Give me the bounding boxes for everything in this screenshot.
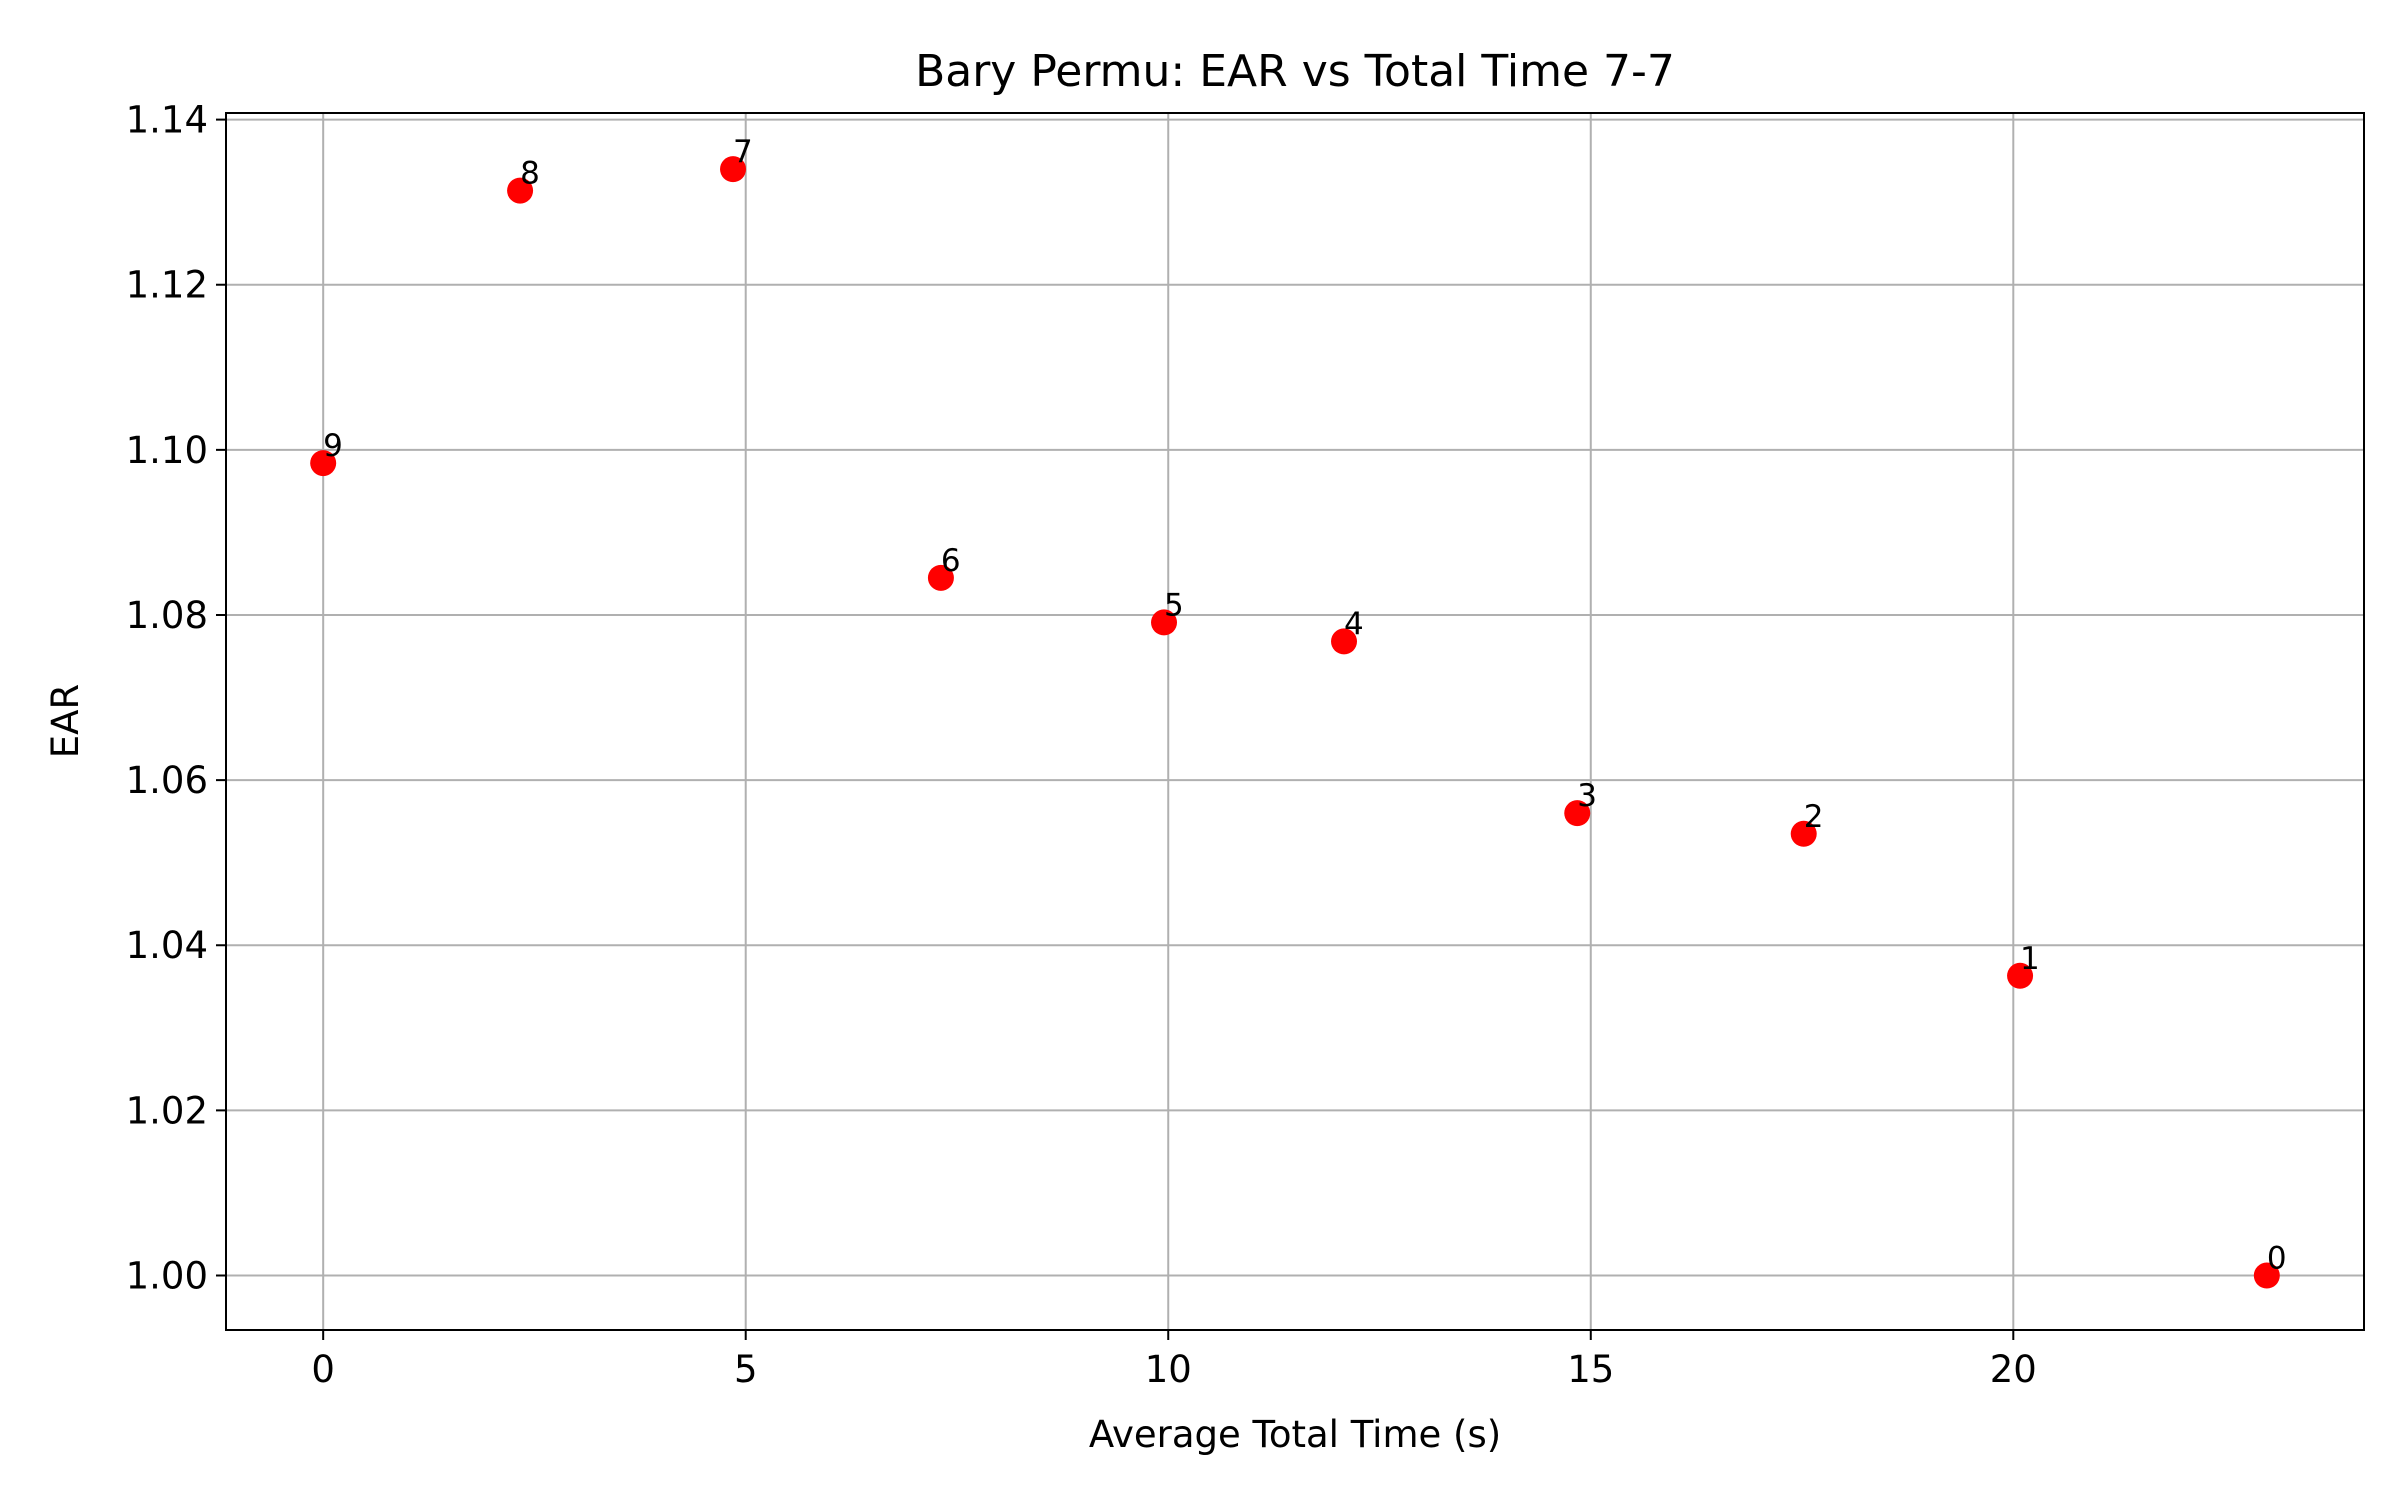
data-point-label: 2 xyxy=(1804,799,1824,835)
x-tick-label: 0 xyxy=(311,1348,335,1391)
grid xyxy=(226,113,2364,1330)
chart-title: Bary Permu: EAR vs Total Time 7-7 xyxy=(915,46,1675,97)
data-point xyxy=(1790,820,1817,847)
y-axis-label: EAR xyxy=(44,684,87,758)
data-point xyxy=(1151,609,1178,636)
y-tick-label: 1.12 xyxy=(126,264,208,307)
data-point-label: 6 xyxy=(941,543,961,579)
x-tick-label: 20 xyxy=(1990,1348,2037,1391)
y-tick-label: 1.02 xyxy=(126,1089,208,1132)
point-labels: 0 1 2 3 4 5 6 7 8 9 xyxy=(323,134,2286,1276)
data-point xyxy=(1331,628,1358,655)
plot-area-background xyxy=(226,113,2364,1330)
x-tick-label: 10 xyxy=(1145,1348,1192,1391)
y-tick-label: 1.00 xyxy=(126,1255,208,1298)
data-point xyxy=(2253,1262,2280,1289)
data-point xyxy=(927,564,954,591)
y-tick-label: 1.10 xyxy=(126,429,208,472)
data-point-label: 9 xyxy=(323,428,343,464)
y-tick-label: 1.08 xyxy=(126,594,208,637)
data-point-label: 4 xyxy=(1344,606,1364,642)
y-tick-label: 1.14 xyxy=(126,99,208,142)
y-tick-label: 1.04 xyxy=(126,924,208,967)
data-point xyxy=(310,450,337,477)
data-point xyxy=(2007,962,2034,989)
data-point-label: 0 xyxy=(2267,1241,2287,1277)
data-point-label: 1 xyxy=(2020,941,2040,977)
data-point-label: 7 xyxy=(733,134,753,170)
data-point xyxy=(1564,800,1591,827)
x-tick-label: 5 xyxy=(734,1348,758,1391)
data-point xyxy=(720,156,747,183)
data-points xyxy=(310,156,2280,1289)
data-point-label: 3 xyxy=(1577,778,1597,814)
data-point-label: 8 xyxy=(520,156,540,192)
y-tick-label: 1.06 xyxy=(126,759,208,802)
y-axis-ticks: 1.00 1.02 1.04 1.06 1.08 1.10 1.12 1.14 xyxy=(126,99,226,1298)
x-axis-ticks: 0 5 10 15 20 xyxy=(311,1330,2037,1391)
x-axis-label: Average Total Time (s) xyxy=(1089,1413,1501,1456)
data-point-label: 5 xyxy=(1164,587,1184,623)
data-point xyxy=(507,177,534,204)
plot-frame xyxy=(225,112,2365,1331)
x-tick-label: 15 xyxy=(1567,1348,1614,1391)
